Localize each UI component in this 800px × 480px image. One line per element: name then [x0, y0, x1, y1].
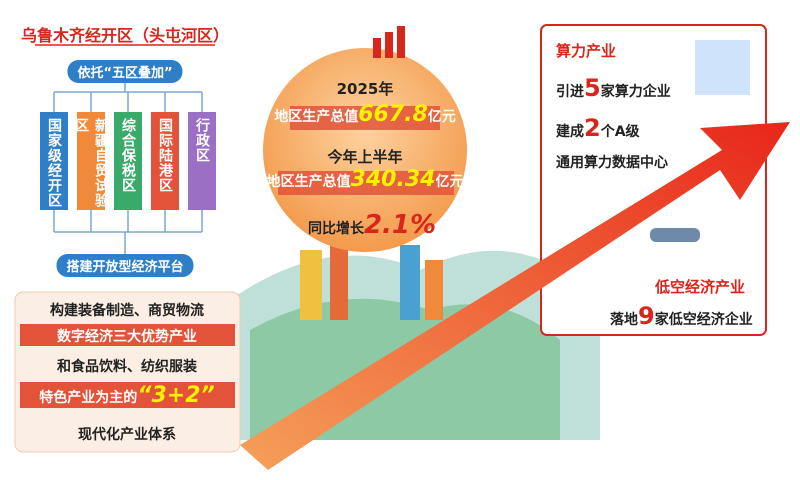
low-altitude-title: 低空经济产业 — [655, 278, 746, 296]
industry-line: 和食品饮料、纺织服装 — [57, 359, 197, 375]
value: 2 — [584, 114, 601, 142]
computing-line: 引进5家算力企业 — [556, 74, 671, 102]
zone: 国际陆港区 — [151, 112, 179, 210]
value: 5 — [584, 74, 601, 102]
growth-arrow — [240, 122, 790, 470]
stats-unit: 亿元 — [427, 109, 456, 125]
computing-line: 建成2个A级 — [556, 114, 640, 142]
industry-line: 特色产业为主的“3+2” — [39, 383, 214, 408]
stats-unit: 亿元 — [435, 174, 464, 190]
icon-bar — [373, 38, 381, 58]
zone: 行政区 — [188, 112, 216, 210]
text: 落地 — [610, 312, 638, 328]
industry-line: 数字经济三大优势产业 — [57, 329, 197, 345]
icon-bar — [385, 32, 393, 58]
industry-text: 特色产业为主的 — [39, 390, 138, 406]
industry-band — [20, 324, 235, 346]
zone: 综合保税区 — [114, 112, 142, 210]
low-altitude-line: 落地9家低空经济企业 — [610, 302, 753, 330]
industry-band — [20, 382, 235, 408]
text: 家低空经济企业 — [654, 312, 753, 328]
drone-icon — [650, 228, 700, 242]
connector-lines — [53, 82, 203, 254]
stats-label: 地区生产总值 — [266, 174, 351, 190]
stats-half: 地区生产总值340.34亿元 — [267, 167, 464, 192]
building — [425, 260, 443, 320]
platform: 搭建开放型经济平台 — [56, 254, 194, 277]
stats-value: 340.34 — [350, 167, 436, 192]
text: 家算力企业 — [600, 84, 671, 100]
stats-value: 667.8 — [358, 102, 428, 127]
zone: 国家级经开区 — [40, 112, 68, 210]
stats-year: 2025年 — [336, 80, 394, 98]
industry-line: 现代化产业体系 — [78, 427, 176, 443]
computing-line: 通用算力数据中心 — [556, 155, 668, 171]
text: 个A级 — [600, 124, 640, 140]
stats-band — [278, 171, 454, 195]
stats-value: 2.1% — [363, 210, 437, 240]
industry-line: 构建装备制造、商贸物流 — [50, 303, 204, 319]
stats-half-year: 今年上半年 — [327, 148, 403, 166]
building — [400, 245, 420, 320]
stats-label: 同比增长 — [307, 221, 364, 237]
stats-growth: 同比增长2.1% — [308, 210, 436, 240]
chip-icon — [695, 40, 750, 95]
right-panel — [540, 24, 767, 336]
building — [330, 235, 348, 320]
value: 9 — [638, 302, 655, 330]
zone: 新疆自贸试验区 — [73, 112, 109, 210]
basis: 依托“五区叠加” — [67, 60, 183, 83]
text: 引进 — [556, 84, 584, 100]
text: 建成 — [556, 124, 584, 140]
icon-bar — [397, 26, 405, 58]
stats-gdp: 地区生产总值667.8亿元 — [274, 102, 456, 127]
stats-band — [290, 106, 440, 130]
computing-title: 算力产业 — [556, 42, 617, 60]
title: 乌鲁木齐经开区（头屯河区） — [20, 26, 230, 45]
industry-highlight: “3+2” — [137, 383, 215, 408]
stats-label: 地区生产总值 — [274, 109, 359, 125]
building — [300, 250, 322, 320]
stats-circle — [263, 48, 467, 252]
